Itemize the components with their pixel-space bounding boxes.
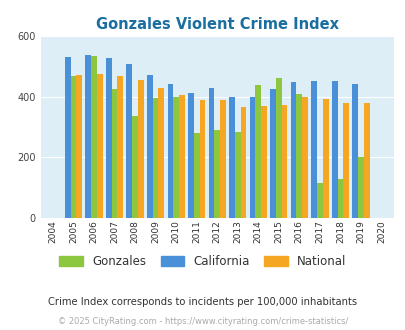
- Bar: [193, 133, 199, 218]
- Bar: [70, 76, 76, 218]
- Bar: [352, 84, 357, 218]
- Bar: [343, 103, 348, 218]
- Title: Gonzales Violent Crime Index: Gonzales Violent Crime Index: [96, 17, 338, 32]
- Bar: [337, 179, 343, 218]
- Bar: [228, 97, 234, 218]
- Text: © 2025 CityRating.com - https://www.cityrating.com/crime-statistics/: © 2025 CityRating.com - https://www.city…: [58, 317, 347, 326]
- Bar: [275, 78, 281, 218]
- Bar: [111, 89, 117, 218]
- Bar: [255, 85, 260, 218]
- Bar: [260, 107, 266, 218]
- Bar: [147, 75, 152, 218]
- Bar: [281, 105, 287, 218]
- Bar: [322, 99, 328, 218]
- Text: Crime Index corresponds to incidents per 100,000 inhabitants: Crime Index corresponds to incidents per…: [48, 297, 357, 307]
- Bar: [188, 93, 193, 218]
- Bar: [158, 88, 164, 218]
- Bar: [91, 56, 97, 218]
- Bar: [301, 97, 307, 218]
- Bar: [290, 82, 296, 218]
- Bar: [269, 89, 275, 218]
- Bar: [220, 100, 225, 218]
- Bar: [97, 74, 102, 218]
- Bar: [138, 80, 143, 218]
- Bar: [311, 82, 316, 218]
- Bar: [357, 157, 363, 218]
- Bar: [296, 94, 301, 218]
- Bar: [316, 183, 322, 218]
- Bar: [106, 58, 111, 218]
- Bar: [85, 55, 91, 218]
- Bar: [173, 97, 179, 218]
- Bar: [199, 100, 205, 218]
- Bar: [76, 75, 82, 218]
- Bar: [331, 82, 337, 218]
- Bar: [249, 97, 255, 218]
- Bar: [65, 57, 70, 218]
- Bar: [167, 84, 173, 218]
- Bar: [240, 107, 246, 218]
- Bar: [132, 116, 138, 218]
- Bar: [152, 98, 158, 218]
- Bar: [117, 76, 123, 218]
- Bar: [179, 95, 184, 218]
- Bar: [208, 88, 214, 218]
- Bar: [214, 130, 220, 218]
- Bar: [126, 63, 132, 218]
- Bar: [234, 132, 240, 218]
- Bar: [363, 103, 369, 218]
- Legend: Gonzales, California, National: Gonzales, California, National: [55, 250, 350, 273]
